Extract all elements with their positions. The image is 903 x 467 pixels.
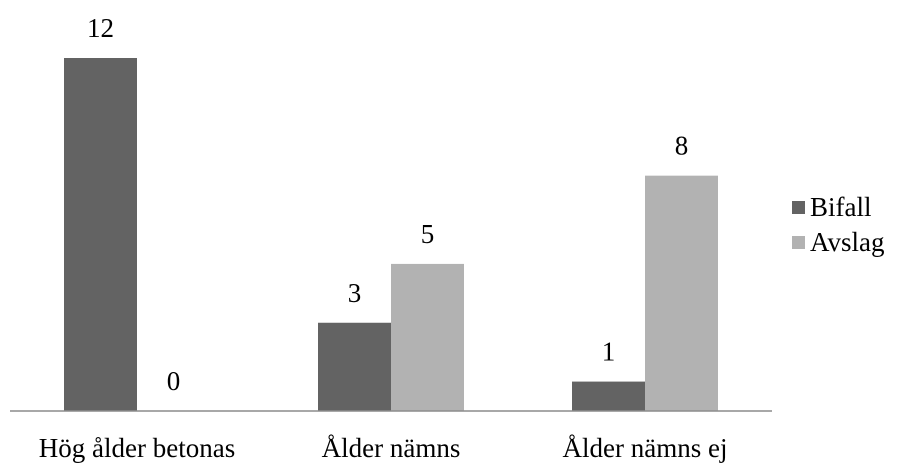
category-label-1: Ålder nämns: [322, 433, 461, 463]
value-labels-layer: 12 0 3 5 1 8: [87, 13, 688, 396]
category-label-0: Hög ålder betonas: [39, 433, 235, 463]
bar-avslag-1: [391, 263, 464, 411]
value-label-avslag-0: 0: [167, 366, 181, 396]
legend-label-bifall: Bifall: [810, 192, 872, 222]
bar-bifall-0: [64, 58, 137, 411]
category-label-2: Ålder nämns ej: [563, 433, 728, 463]
value-label-bifall-1: 3: [348, 278, 362, 308]
value-label-avslag-2: 8: [675, 131, 689, 161]
bars-layer: [64, 58, 718, 411]
legend-swatch-avslag: [792, 236, 805, 249]
category-labels-layer: Hög ålder betonas Ålder nämns Ålder nämns …: [39, 433, 728, 463]
value-label-avslag-1: 5: [421, 219, 435, 249]
value-label-bifall-2: 1: [602, 337, 616, 367]
legend-label-avslag: Avslag: [810, 227, 885, 257]
legend-swatch-bifall: [792, 201, 805, 214]
value-label-bifall-0: 12: [87, 13, 114, 43]
bar-avslag-2: [645, 175, 718, 411]
bar-bifall-1: [318, 322, 391, 411]
bar-bifall-2: [572, 381, 645, 411]
